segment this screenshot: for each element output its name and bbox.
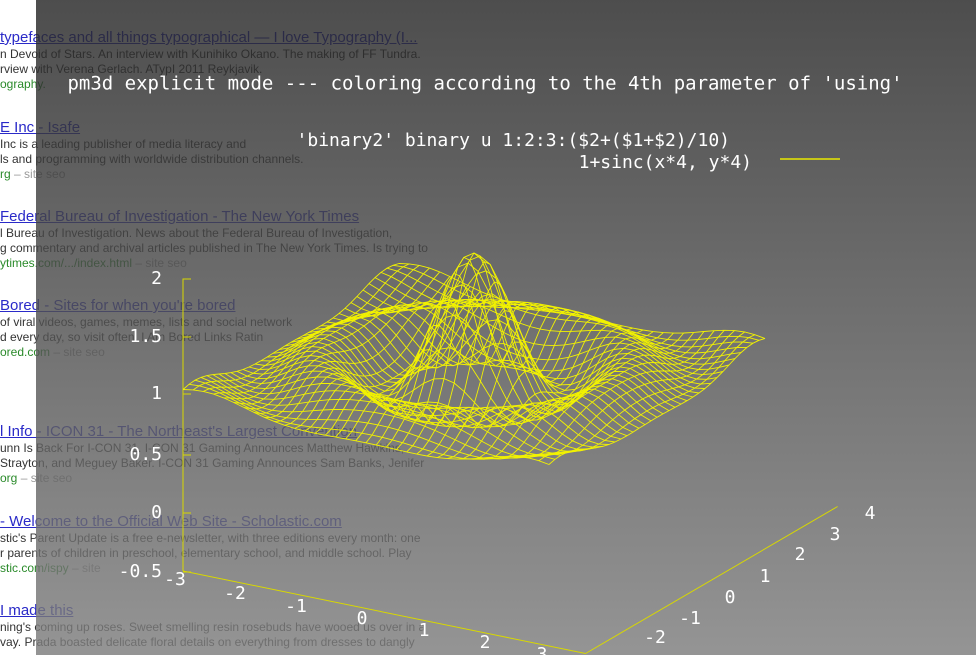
surface-mesh xyxy=(332,306,700,394)
x-tick-label: -2 xyxy=(224,583,246,604)
y-tick-label: 2 xyxy=(795,544,806,565)
key-label: 1+sinc(x*4, y*4) xyxy=(579,152,752,173)
x-tick-label: 2 xyxy=(480,632,491,653)
surface-mesh xyxy=(398,263,766,339)
result-url-row: ography. xyxy=(0,77,421,92)
surface-mesh xyxy=(308,293,676,408)
surface-mesh xyxy=(344,302,712,385)
surface-mesh xyxy=(320,311,688,402)
surface-mesh xyxy=(194,379,562,460)
surface-mesh xyxy=(218,373,586,454)
result-url[interactable]: ography. xyxy=(0,77,46,91)
y-tick-label: 0 xyxy=(725,587,736,608)
x-tick-label: -3 xyxy=(164,569,186,590)
surface-mesh xyxy=(338,303,706,389)
y-tick-label: 4 xyxy=(865,503,876,524)
surface-mesh xyxy=(230,370,598,450)
key-header: 'binary2' binary u 1:2:3:($2+($1+$2)/10) xyxy=(297,130,730,151)
surface-mesh xyxy=(302,270,670,411)
y-tick-label: -2 xyxy=(644,627,666,648)
surface-mesh xyxy=(374,277,742,360)
surface-mesh xyxy=(392,264,760,341)
surface-mesh xyxy=(212,374,580,456)
result-url[interactable]: org xyxy=(0,471,18,485)
y-tick-label: 3 xyxy=(830,524,841,545)
x-tick-label: -1 xyxy=(285,596,307,617)
y-tick-label: 1 xyxy=(760,566,771,587)
surface-mesh xyxy=(314,313,682,405)
surface-mesh xyxy=(182,389,550,465)
surface-mesh xyxy=(260,346,628,437)
result-url[interactable]: rg xyxy=(0,167,11,181)
x-axis xyxy=(182,570,586,654)
y-axis xyxy=(585,506,838,654)
z-tick-label: -0.5 xyxy=(119,561,162,582)
x-tick-label: 0 xyxy=(357,608,368,629)
surface-mesh xyxy=(386,267,754,348)
z-tick-label: 0 xyxy=(151,502,162,523)
y-tick-label: -1 xyxy=(679,608,701,629)
surface-mesh xyxy=(224,373,592,453)
surface-mesh xyxy=(518,330,735,458)
surface-mesh xyxy=(380,271,748,354)
x-tick-label: 3 xyxy=(537,644,548,655)
z-tick-label: 2 xyxy=(151,268,162,289)
surface-mesh xyxy=(254,350,622,440)
z-tick-label: 0.5 xyxy=(129,444,162,465)
surface-mesh xyxy=(242,359,610,445)
z-tick-label: 1 xyxy=(151,383,162,404)
surface-mesh xyxy=(243,281,461,410)
z-tick-label: 1.5 xyxy=(129,326,162,347)
surface-mesh xyxy=(278,284,646,425)
x-tick-label: 1 xyxy=(419,620,430,641)
site-link[interactable]: – site xyxy=(14,167,43,181)
surface-mesh xyxy=(200,376,568,459)
surface-mesh xyxy=(296,255,664,415)
plot-title: pm3d explicit mode --- coloring accordin… xyxy=(67,73,902,95)
